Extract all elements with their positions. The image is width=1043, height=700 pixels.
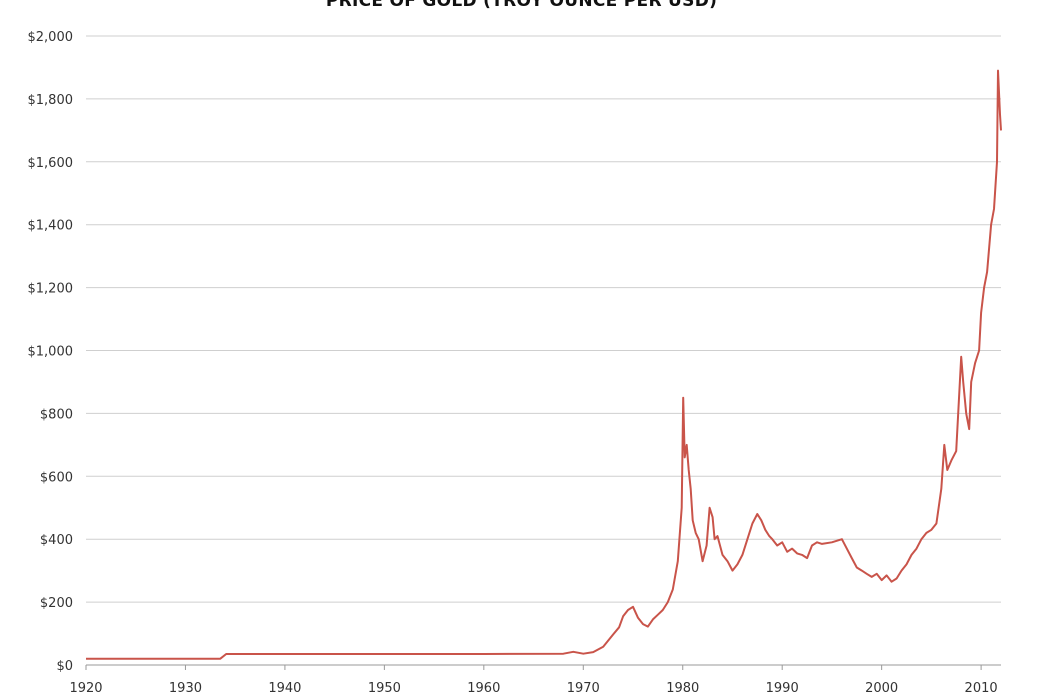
y-tick-label: $0 — [56, 659, 73, 674]
x-tick-label: 1950 — [368, 681, 401, 696]
x-tick-label: 1940 — [268, 681, 301, 696]
x-tick-label: 1960 — [467, 681, 500, 696]
x-tick-label: 1920 — [69, 681, 102, 696]
y-tick-label: $1,800 — [28, 93, 74, 108]
y-tick-label: $1,600 — [28, 156, 74, 171]
x-tick-label: 1970 — [567, 681, 600, 696]
y-tick-label: $1,000 — [28, 345, 74, 360]
chart-title: PRICE OF GOLD (TROY OUNCE PER USD) — [325, 0, 718, 11]
x-tick-label: 1980 — [666, 681, 699, 696]
y-tick-label: $1,400 — [28, 219, 74, 234]
y-tick-label: $400 — [40, 533, 73, 548]
x-tick-label: 2000 — [865, 681, 898, 696]
y-axis-tick-labels: $0 $200 $400 $600 $800 $1,000 $1,200 $1,400 $1,6… — [28, 30, 74, 674]
x-tick-label: 1990 — [766, 681, 799, 696]
x-tick-label: 1930 — [169, 681, 202, 696]
gold-price-series-line — [86, 69, 1002, 660]
y-tick-label: $1,200 — [28, 282, 74, 297]
y-tick-label: $800 — [40, 407, 73, 422]
y-tick-label: $200 — [40, 596, 73, 611]
x-tick-label: 2010 — [965, 681, 998, 696]
y-tick-label: $600 — [40, 470, 73, 485]
series-layer — [86, 69, 1002, 660]
gridlines — [85, 35, 1001, 670]
y-tick-label: $2,000 — [28, 30, 74, 45]
x-axis-tick-labels: 1920 1930 1940 1950 1960 1970 1980 1990 2000 2010 — [69, 681, 997, 696]
